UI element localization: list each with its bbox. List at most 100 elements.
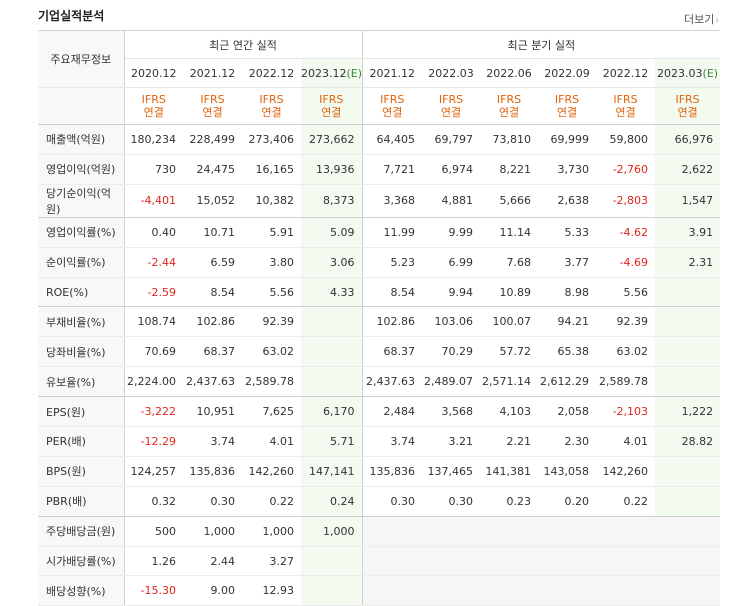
value-cell: 103.06 bbox=[422, 306, 481, 338]
value-cell: -2,760 bbox=[596, 154, 656, 185]
financial-table: 주요재무정보 최근 연간 실적 최근 분기 실적 2020.12 2021.12 2… bbox=[38, 30, 721, 606]
row-label: 매출액(억원) bbox=[38, 124, 125, 155]
value-cell: 2,589.78 bbox=[596, 366, 656, 398]
value-cell: 2,489.07 bbox=[422, 366, 481, 398]
value-cell: 1,000 bbox=[183, 516, 242, 547]
row-label: 당좌비율(%) bbox=[38, 336, 125, 368]
value-cell: 10.71 bbox=[183, 217, 242, 248]
value-cell: 6.59 bbox=[183, 247, 242, 278]
value-cell: 7,625 bbox=[242, 396, 301, 428]
value-cell: 228,499 bbox=[183, 124, 242, 155]
row-label: 유보율(%) bbox=[38, 366, 125, 398]
value-cell: 137,465 bbox=[422, 456, 481, 487]
value-cell: 3.06 bbox=[301, 247, 363, 278]
value-cell: 3.91 bbox=[655, 217, 721, 248]
value-cell: 8,373 bbox=[301, 184, 363, 218]
table-row: EPS(원) -3,222 10,951 7,625 6,170 2,484 3,568 4,… bbox=[38, 396, 721, 428]
annual-group-header: 최근 연간 실적 bbox=[124, 30, 363, 59]
value-cell: 10,951 bbox=[183, 396, 242, 428]
period-header: 2022.03 bbox=[422, 58, 481, 88]
value-cell: 0.22 bbox=[596, 486, 656, 517]
value-cell: 12.93 bbox=[242, 575, 301, 606]
value-cell: 69,797 bbox=[422, 124, 481, 155]
value-cell bbox=[655, 366, 721, 398]
value-cell: 108.74 bbox=[124, 306, 183, 338]
period-header: 2022.12 bbox=[596, 58, 656, 88]
row-label: PBR(배) bbox=[38, 486, 125, 517]
basis-top-label: IFRS bbox=[319, 93, 344, 106]
value-cell bbox=[655, 277, 721, 308]
value-cell bbox=[655, 336, 721, 368]
table-row: PBR(배) 0.32 0.30 0.22 0.24 0.30 0.30 0.23 0.20 0.… bbox=[38, 486, 721, 517]
value-cell bbox=[301, 575, 363, 606]
value-cell: 0.20 bbox=[538, 486, 597, 517]
basis-bottom-label: 연결 bbox=[321, 106, 342, 119]
value-cell bbox=[361, 516, 423, 547]
value-cell bbox=[361, 575, 423, 606]
value-cell: 3,730 bbox=[538, 154, 597, 185]
value-cell: 0.23 bbox=[480, 486, 539, 517]
value-cell bbox=[422, 546, 481, 577]
row-label: 당기순이익(억원) bbox=[38, 184, 125, 218]
value-cell: 11.99 bbox=[361, 217, 423, 248]
value-cell: 9.99 bbox=[422, 217, 481, 248]
table-row: PER(배) -12.29 3.74 4.01 5.71 3.74 3.21 2.21 2.30… bbox=[38, 426, 721, 457]
basis-bottom-label: 연결 bbox=[677, 106, 698, 119]
value-cell: -2,103 bbox=[596, 396, 656, 428]
basis-top-label: IFRS bbox=[675, 93, 700, 106]
value-cell bbox=[538, 575, 597, 606]
value-cell: 6,170 bbox=[301, 396, 363, 428]
value-cell: 1.26 bbox=[124, 546, 183, 577]
value-cell: 6,974 bbox=[422, 154, 481, 185]
basis-top-label: IFRS bbox=[200, 93, 225, 106]
value-cell: 0.30 bbox=[422, 486, 481, 517]
period-header: 2020.12 bbox=[124, 58, 183, 88]
period-label: 2022.06 bbox=[486, 66, 532, 80]
value-cell: 24,475 bbox=[183, 154, 242, 185]
value-cell: 135,836 bbox=[183, 456, 242, 487]
value-cell: 4,881 bbox=[422, 184, 481, 218]
table-row: 영업이익률(%) 0.40 10.71 5.91 5.09 11.99 9.99 11.14 5… bbox=[38, 217, 721, 248]
value-cell: 5.09 bbox=[301, 217, 363, 248]
row-label: ROE(%) bbox=[38, 277, 125, 308]
value-cell: 3.74 bbox=[361, 426, 423, 457]
table-row: 매출액(억원) 180,234 228,499 273,406 273,662 64,40… bbox=[38, 124, 721, 155]
basis-bottom-label: 연결 bbox=[202, 106, 223, 119]
value-cell: 94.21 bbox=[538, 306, 597, 338]
value-cell: 5,666 bbox=[480, 184, 539, 218]
value-cell: 273,662 bbox=[301, 124, 363, 155]
value-cell: 15,052 bbox=[183, 184, 242, 218]
table-row: 배당성향(%) -15.30 9.00 12.93 bbox=[38, 575, 721, 606]
value-cell: 124,257 bbox=[124, 456, 183, 487]
basis-header: IFRS 연결 bbox=[361, 87, 423, 125]
value-cell: 5.56 bbox=[242, 277, 301, 308]
value-cell: 28.82 bbox=[655, 426, 721, 457]
value-cell bbox=[596, 516, 656, 547]
value-cell bbox=[596, 575, 656, 606]
row-label: 주당배당금(원) bbox=[38, 516, 125, 547]
value-cell: 2,484 bbox=[361, 396, 423, 428]
value-cell: 5.91 bbox=[242, 217, 301, 248]
row-label: 순이익률(%) bbox=[38, 247, 125, 278]
value-cell: 0.22 bbox=[242, 486, 301, 517]
value-cell: 100.07 bbox=[480, 306, 539, 338]
value-cell: -4,401 bbox=[124, 184, 183, 218]
basis-header: IFRS 연결 bbox=[242, 87, 301, 125]
value-cell: 2,612.29 bbox=[538, 366, 597, 398]
period-label: 2022.12 bbox=[602, 66, 649, 80]
value-cell: 3,368 bbox=[361, 184, 423, 218]
period-label: 2021.12 bbox=[369, 66, 416, 80]
value-cell: 273,406 bbox=[242, 124, 301, 155]
value-cell: 2,437.63 bbox=[361, 366, 423, 398]
value-cell: 2.44 bbox=[183, 546, 242, 577]
value-cell: 2,437.63 bbox=[183, 366, 242, 398]
more-link[interactable]: 더보기› bbox=[684, 11, 719, 27]
period-header: 2023.03(E) bbox=[655, 58, 721, 88]
value-cell: 16,165 bbox=[242, 154, 301, 185]
value-cell: 2,571.14 bbox=[480, 366, 539, 398]
value-cell: 10,382 bbox=[242, 184, 301, 218]
period-label: 2023.03 bbox=[657, 66, 703, 80]
value-cell: 2.31 bbox=[655, 247, 721, 278]
value-cell: 70.29 bbox=[422, 336, 481, 368]
table-row: 시가배당률(%) 1.26 2.44 3.27 bbox=[38, 546, 721, 577]
